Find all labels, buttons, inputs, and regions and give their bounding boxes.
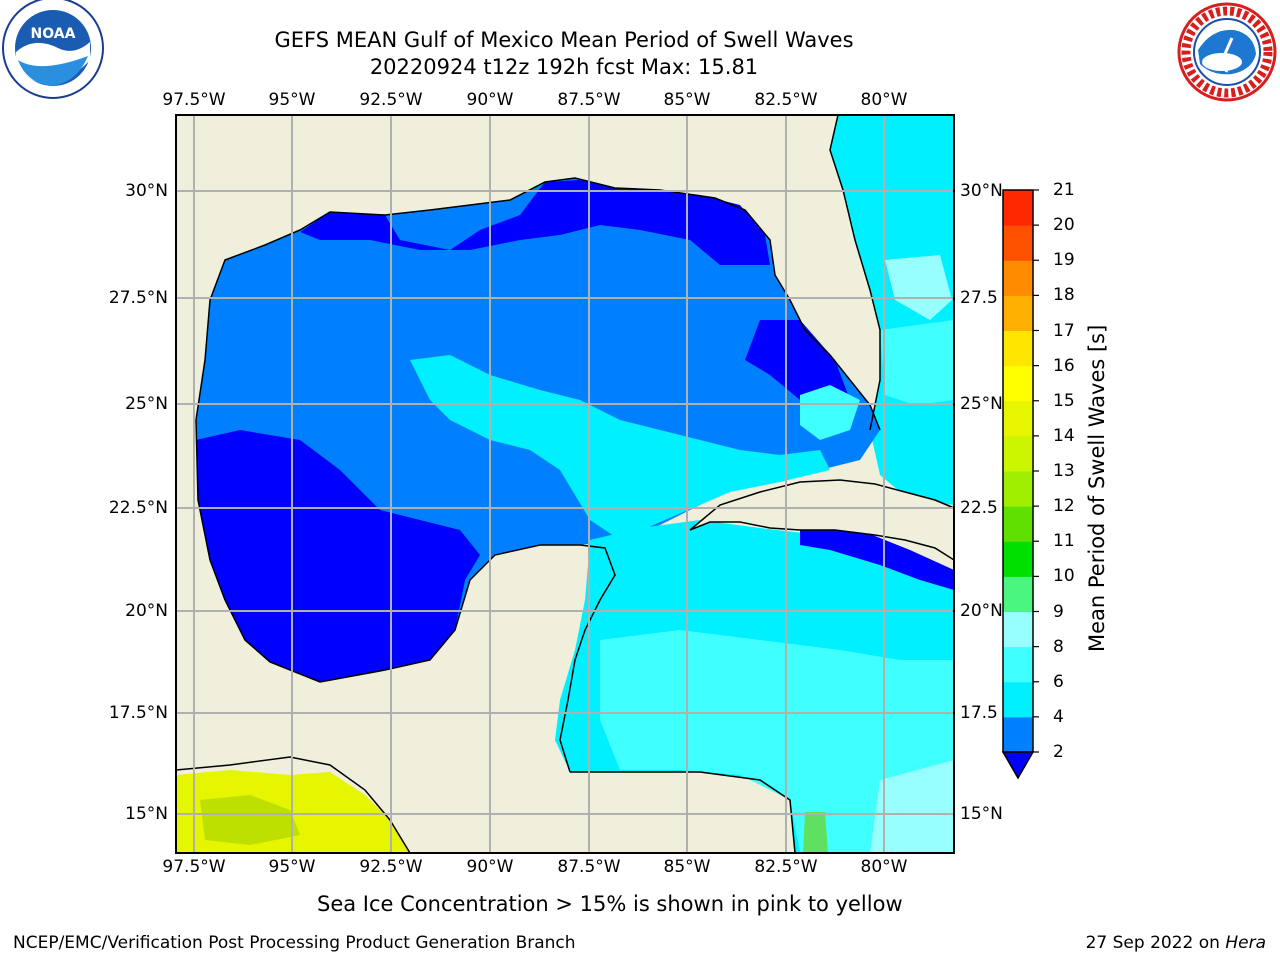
colorbar-band [1003,541,1033,577]
colorbar-band [1003,365,1033,402]
lon-label-top: 87.5°W [557,90,621,110]
lon-label-bottom: 80°W [860,857,908,877]
gulf-deep-south [196,430,480,682]
colorbar-tick-label: 6 [1053,671,1064,692]
colorbar-band [1003,260,1033,296]
nws-logo-icon [1172,0,1280,106]
footer-date: 27 Sep 2022 on Hera [1086,932,1266,954]
colorbar-tick-label: 4 [1053,706,1064,727]
colorbar-band [1003,681,1033,718]
lat-label-left: 25°N [125,394,168,414]
lat-label-right: 15°N [960,804,1003,824]
footer-date-text: 27 Sep 2022 on [1085,933,1226,953]
coastline-florida-east [829,115,881,431]
lon-label-top: 85°W [663,90,711,110]
lat-label-right: 22.5 [960,498,998,518]
colorbar-band [1003,506,1033,542]
chart-subtitle: 20220924 t12z 192h fcst Max: 15.81 [369,55,759,79]
lat-label-right: 25°N [960,394,1003,414]
colorbar-band [1003,716,1033,753]
colorbar-band [1003,646,1033,683]
colorbar-tick-label: 13 [1053,461,1075,481]
coastline-mexico [195,419,616,773]
colorbar-tick-label: 16 [1053,355,1075,376]
sea-ice-caption: Sea Ice Concentration > 15% is shown in … [317,892,903,916]
colorbar-band [1003,330,1033,367]
lat-label-right: 20°N [960,601,1003,621]
pacific-green-patch [200,795,300,845]
map-gridlines [176,115,954,853]
map-frame [175,114,955,854]
colorbar-tick-label: 15 [1053,390,1075,411]
colorbar-tick-label: 14 [1053,425,1075,446]
colorbar-tick-label: 9 [1053,601,1064,622]
gulf-cyan-tongue [410,355,830,540]
colorbar-tick-label: 12 [1053,496,1075,517]
colorbar-title: Mean Period of Swell Waves [s] [1085,324,1109,652]
footer-host: Hera [1225,933,1266,953]
colorbar-tick-label: 10 [1053,566,1075,587]
caribbean-green-patch [803,812,828,853]
lon-label-top: 97.5°W [162,90,226,110]
gulf-cyan-patch [800,385,860,440]
colorbar-tick-label: 18 [1053,285,1075,306]
colorbar-band [1003,435,1033,472]
colorbar-tick-label: 19 [1053,250,1075,271]
lat-label-left: 30°N [125,181,168,201]
colorbar-band [1003,400,1033,437]
lat-label-left: 20°N [125,601,168,621]
colorbar-tick-marks [1033,189,1039,753]
cuba-land [689,479,954,561]
lat-label-left: 17.5°N [108,703,168,723]
gulf-deep-north [300,180,770,265]
colorbar-tick-label: 11 [1053,531,1075,552]
caribbean-deep-edge [800,528,954,590]
lat-label-left: 22.5°N [108,498,168,518]
colorbar-tick-label: 21 [1053,180,1075,200]
caribbean-pale-area [870,760,954,853]
colorbar-band [1003,471,1033,507]
lat-label-right: 17.5 [960,703,998,723]
lat-label-right: 27.5 [960,288,998,308]
colorbar-band [1003,295,1033,331]
colorbar-tick-label: 20 [1053,215,1075,236]
colorbar-under-triangle [1001,751,1035,780]
lon-label-top: 92.5°W [359,90,423,110]
lat-label-left: 15°N [125,804,168,824]
lon-label-bottom: 97.5°W [162,857,226,877]
lon-label-top: 90°W [466,90,514,110]
colorbar-band [1003,576,1033,612]
lon-label-bottom: 95°W [268,857,316,877]
colorbar-tick-label: 17 [1053,320,1075,341]
lon-label-bottom: 82.5°W [754,857,818,877]
lon-label-bottom: 87.5°W [557,857,621,877]
noaa-logo-icon: NOAA [0,0,106,106]
atlantic-pale-area [885,255,952,320]
caribbean-light-area [600,630,954,853]
colorbar [1001,189,1039,780]
footer-credit: NCEP/EMC/Verification Post Processing Pr… [13,933,576,953]
colorbar-band [1003,190,1033,226]
lat-label-right: 30°N [960,181,1003,201]
colorbar-tick-label: 2 [1053,742,1064,762]
chart-title: GEFS MEAN Gulf of Mexico Mean Period of … [274,28,854,52]
lon-label-top: 82.5°W [754,90,818,110]
lon-label-bottom: 85°W [663,857,711,877]
colorbar-tick-label: 8 [1053,636,1064,657]
lat-label-left: 27.5°N [108,288,168,308]
lon-label-bottom: 90°W [466,857,514,877]
atlantic-cyan-area [880,320,954,405]
lon-label-bottom: 92.5°W [359,857,423,877]
colorbar-band [1003,225,1033,261]
lon-label-top: 80°W [860,90,908,110]
colorbar-bands [1003,190,1033,753]
colorbar-band [1003,611,1033,648]
svg-text:NOAA: NOAA [31,26,76,42]
lon-label-top: 95°W [268,90,316,110]
coastline-gulf [195,177,881,431]
atlantic-swell [830,115,954,505]
